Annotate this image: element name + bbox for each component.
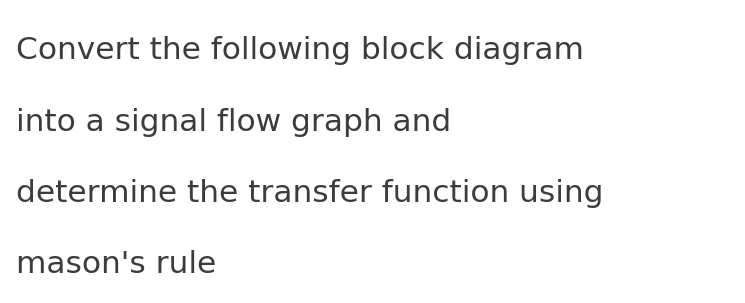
Text: into a signal flow graph and: into a signal flow graph and — [16, 108, 451, 137]
Text: determine the transfer function using: determine the transfer function using — [16, 179, 604, 208]
Text: mason's rule: mason's rule — [16, 250, 217, 279]
Text: Convert the following block diagram: Convert the following block diagram — [16, 36, 584, 65]
